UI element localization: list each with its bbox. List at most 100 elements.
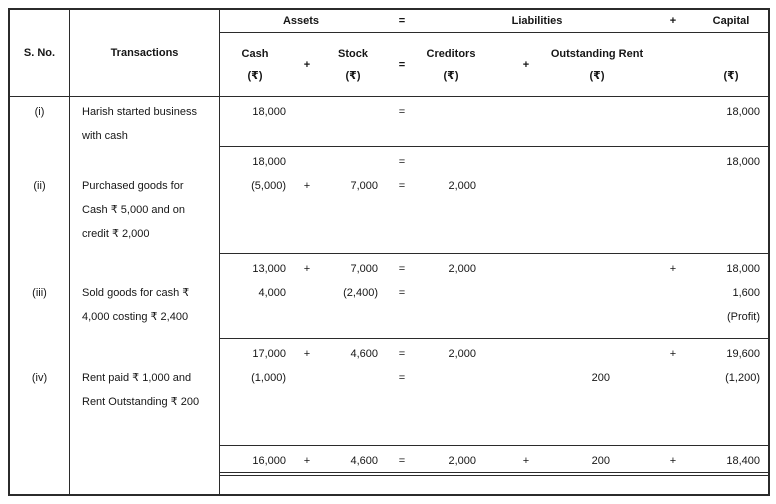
group-header-plus: + (622, 10, 702, 33)
column-header-cash: Cash (₹) (220, 33, 290, 97)
plus-sign: + (669, 348, 677, 360)
cash-unit-label: (₹) (247, 69, 263, 82)
column-header-capital-unit: (₹) (702, 33, 768, 97)
row-i-plus1 (290, 97, 324, 147)
cash-value: 13,000 (252, 263, 286, 275)
accounting-equation-table: S. No. Transactions Assets = Liabilities… (8, 8, 770, 496)
column-header-creditors: Creditors (₹) (422, 33, 480, 97)
row-iv-plus3: + (622, 339, 702, 446)
totals-transaction-cell (70, 446, 220, 494)
capital-value: 18,000 (726, 156, 760, 168)
transaction-text: Cash ₹ 5,000 and on (82, 204, 186, 216)
transaction-text: Rent Outstanding ₹ 200 (82, 396, 200, 408)
equals-sign: = (398, 372, 406, 384)
transaction-text: Purchased goods for (82, 180, 184, 192)
row-i-rent (572, 97, 622, 147)
row-ii-equals: = = (382, 147, 422, 254)
column-header-outstanding-rent: Outstanding Rent (₹) (551, 33, 643, 97)
plus-sign: + (303, 348, 311, 360)
capital-value: 18,000 (726, 106, 760, 118)
row-ii-creditors: 2,000 (422, 147, 480, 254)
row-iv-transaction: Rent paid ₹ 1,000 and Rent Outstanding ₹… (70, 339, 220, 446)
row-iii-plus2 (480, 254, 572, 339)
header-spacer (622, 33, 702, 97)
group-header-assets: Assets (220, 10, 382, 33)
total-cash-value: 16,000 (252, 455, 286, 467)
cash-label: Cash (241, 47, 269, 60)
creditors-value: 2,000 (448, 348, 476, 360)
header-plus-2: + (480, 33, 572, 97)
plus-sign: + (522, 455, 530, 467)
serial-value: (iii) (32, 287, 47, 299)
row-ii-plus1: + (290, 147, 324, 254)
row-ii-serial: (ii) (10, 147, 70, 254)
creditors-value: 2,000 (448, 180, 476, 192)
total-stock: 4,600 (324, 446, 382, 476)
row-ii-plus2 (480, 147, 572, 254)
stock-value: 4,600 (350, 348, 378, 360)
group-header-equals: = (382, 10, 422, 33)
total-creditors: 2,000 (422, 446, 480, 476)
equals-sign: = (398, 287, 406, 299)
row-i-transaction: Harish started business with cash (70, 97, 220, 147)
plus-sign: + (303, 455, 311, 467)
row-iii-cash: 13,000 4,000 (220, 254, 290, 339)
column-header-s-no: S. No. (10, 10, 70, 97)
transaction-text: Harish started business (82, 106, 197, 118)
total-cash: 16,000 (220, 446, 290, 476)
stock-label: Stock (338, 47, 368, 60)
total-stock-value: 4,600 (350, 455, 378, 467)
equals-sign: = (398, 455, 406, 467)
cash-value: (5,000) (251, 180, 286, 192)
outstanding-rent-unit-label: (₹) (589, 69, 605, 82)
total-rent-value: 200 (591, 455, 610, 467)
row-ii-stock: 7,000 (324, 147, 382, 254)
row-iv-stock: 4,600 (324, 339, 382, 446)
equals-sign: = (398, 180, 406, 192)
total-capital: 18,400 (702, 446, 768, 476)
cash-value: (1,000) (251, 372, 286, 384)
transaction-text: Sold goods for cash ₹ (82, 287, 190, 299)
total-plus2: + (480, 446, 572, 476)
outstanding-rent-label: Outstanding Rent (550, 47, 644, 60)
total-creditors-value: 2,000 (448, 455, 476, 467)
total-plus3: + (622, 446, 702, 476)
stock-value: 7,000 (350, 263, 378, 275)
transactions-label: Transactions (110, 47, 179, 59)
cash-value: 4,000 (258, 287, 286, 299)
row-ii-cash: 18,000 (5,000) (220, 147, 290, 254)
header-plus-1: + (290, 33, 324, 97)
profit-note: (Profit) (727, 311, 760, 323)
serial-value: (iv) (31, 372, 48, 384)
creditors-unit-label: (₹) (443, 69, 459, 82)
total-capital-value: 18,400 (726, 455, 760, 467)
row-iv-rent: 200 (572, 339, 622, 446)
row-i-cash: 18,000 (220, 97, 290, 147)
total-plus1: + (290, 446, 324, 476)
row-iii-capital: 18,000 1,600 (Profit) (702, 254, 768, 339)
equals-sign: = (398, 348, 406, 360)
row-ii-rent (572, 147, 622, 254)
row-iv-plus2 (480, 339, 572, 446)
row-iii-plus3: + (622, 254, 702, 339)
row-iv-creditors: 2,000 (422, 339, 480, 446)
capital-unit-label: (₹) (723, 69, 739, 82)
equals-sign: = (398, 263, 406, 275)
column-header-stock: Stock (₹) (324, 33, 382, 97)
row-ii-plus3 (622, 147, 702, 254)
total-rent: 200 (572, 446, 622, 476)
row-iv-cash: 17,000 (1,000) (220, 339, 290, 446)
row-i-serial: (i) (10, 97, 70, 147)
row-ii-transaction: Purchased goods for Cash ₹ 5,000 and on … (70, 147, 220, 254)
row-iii-equals: = = (382, 254, 422, 339)
row-iii-plus1: + (290, 254, 324, 339)
transaction-text: with cash (82, 130, 128, 142)
row-i-plus3 (622, 97, 702, 147)
capital-value: 18,000 (726, 263, 760, 275)
totals-serial-cell (10, 446, 70, 494)
creditors-label: Creditors (426, 47, 476, 60)
stock-unit-label: (₹) (345, 69, 361, 82)
total-equals: = (382, 446, 422, 476)
row-iv-plus1: + (290, 339, 324, 446)
s-no-label: S. No. (23, 47, 56, 59)
